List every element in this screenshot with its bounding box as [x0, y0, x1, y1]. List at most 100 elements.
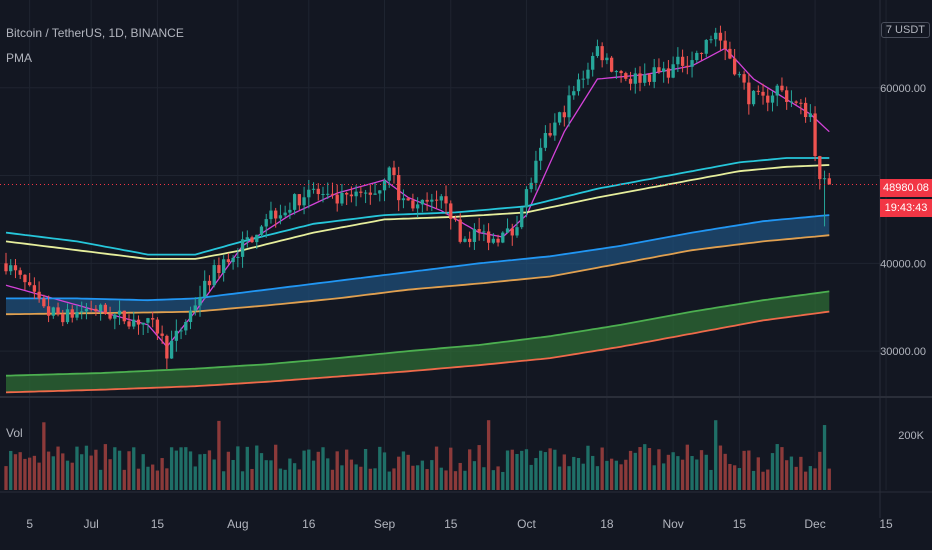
volume-bar	[444, 470, 448, 490]
candle-body	[567, 95, 571, 118]
candle-body	[420, 199, 425, 205]
candle-body	[411, 200, 415, 209]
volume-bar	[818, 451, 822, 490]
candle-body	[397, 175, 401, 201]
volume-bar	[718, 445, 723, 490]
candle-body	[274, 210, 278, 219]
volume-bar	[297, 469, 302, 490]
volume-bar	[335, 451, 339, 490]
candle-body	[680, 56, 685, 66]
volume-bar	[368, 468, 372, 490]
x-tick-label: 15	[151, 517, 165, 531]
volume-bar	[808, 466, 812, 490]
candle-body	[316, 188, 320, 195]
volume-bar	[397, 456, 401, 490]
volume-bar	[609, 458, 614, 490]
volume-bar	[671, 452, 675, 490]
candle-body	[382, 180, 387, 191]
candle-body	[747, 82, 751, 105]
volume-bar	[269, 460, 273, 490]
volume-bar	[387, 471, 391, 490]
candle-body	[822, 178, 827, 180]
volume-legend[interactable]: Vol	[6, 426, 23, 440]
candle-body	[486, 231, 491, 243]
candle-body	[174, 330, 178, 341]
candle-body	[387, 167, 391, 181]
candle-body	[349, 194, 354, 197]
volume-bar	[624, 459, 628, 490]
volume-bar	[794, 466, 798, 490]
volume-bar	[292, 463, 297, 490]
ma-line-ma-green	[5, 290, 830, 377]
volume-bar	[146, 466, 150, 490]
volume-bar	[799, 456, 803, 490]
volume-bar	[822, 425, 827, 490]
countdown-label: 19:43:43	[880, 199, 932, 217]
x-tick-label: 15	[444, 517, 458, 531]
volume-bar	[127, 451, 131, 490]
volume-bar	[61, 453, 65, 490]
y-tick-label: 60000.00	[880, 83, 926, 95]
x-tick-label: 15	[733, 517, 747, 531]
candle-body	[18, 270, 22, 275]
candle-body	[193, 305, 197, 311]
volume-bar	[591, 455, 595, 490]
volume-bar	[586, 445, 590, 490]
volume-bar	[330, 469, 335, 490]
candle-body	[534, 160, 538, 183]
volume-bar	[122, 469, 126, 490]
volume-bar	[714, 420, 718, 490]
candle-body	[240, 239, 245, 257]
chart-symbol-title[interactable]: Bitcoin / TetherUS, 1D, BINANCE	[6, 26, 184, 40]
volume-bar	[345, 449, 349, 490]
candle-body	[704, 39, 708, 54]
candle-body	[401, 198, 406, 201]
candle-body	[245, 237, 249, 240]
candle-body	[619, 71, 623, 74]
candle-body	[122, 310, 126, 322]
x-tick-label: Sep	[374, 517, 396, 531]
volume-bar	[51, 456, 55, 490]
candle-body	[363, 192, 368, 194]
volume-bar	[472, 461, 477, 490]
volume-bar	[231, 459, 235, 490]
volume-bar	[690, 456, 694, 490]
volume-bar	[619, 464, 623, 490]
candle-body	[103, 304, 108, 314]
candle-body	[297, 194, 302, 206]
volume-bar	[373, 468, 377, 490]
volume-bar	[463, 470, 467, 490]
volume-bar	[382, 452, 387, 490]
currency-button[interactable]: 7 USDT	[880, 22, 930, 38]
candle-body	[198, 297, 202, 306]
candle-body	[32, 285, 37, 292]
volume-bar	[174, 450, 178, 490]
x-tick-label: Dec	[804, 517, 825, 531]
volume-bar	[207, 450, 212, 490]
candle-body	[439, 196, 443, 201]
candle-body	[98, 304, 103, 312]
candle-body	[236, 256, 240, 258]
candle-body	[326, 193, 330, 195]
volume-bar	[780, 447, 784, 490]
volume-bar	[576, 458, 581, 490]
volume-bar	[529, 464, 533, 490]
x-tick-label: Oct	[517, 517, 536, 531]
candle-body	[444, 196, 448, 204]
volume-bar	[482, 467, 486, 490]
volume-bar	[501, 471, 505, 490]
indicator-legend-pma[interactable]: PMA	[6, 51, 33, 65]
candle-body	[751, 90, 756, 105]
volume-bar	[378, 446, 382, 490]
volume-bar	[557, 466, 562, 490]
volume-bar	[136, 468, 141, 490]
candle-body	[203, 280, 207, 298]
candle-body	[378, 190, 382, 194]
ma-line-ma-orange	[6, 234, 830, 316]
candle-body	[141, 322, 145, 325]
ma-line-ma-blue	[6, 214, 830, 302]
volume-bar	[538, 450, 543, 490]
candle-body	[543, 133, 548, 148]
candle-body	[553, 122, 557, 136]
